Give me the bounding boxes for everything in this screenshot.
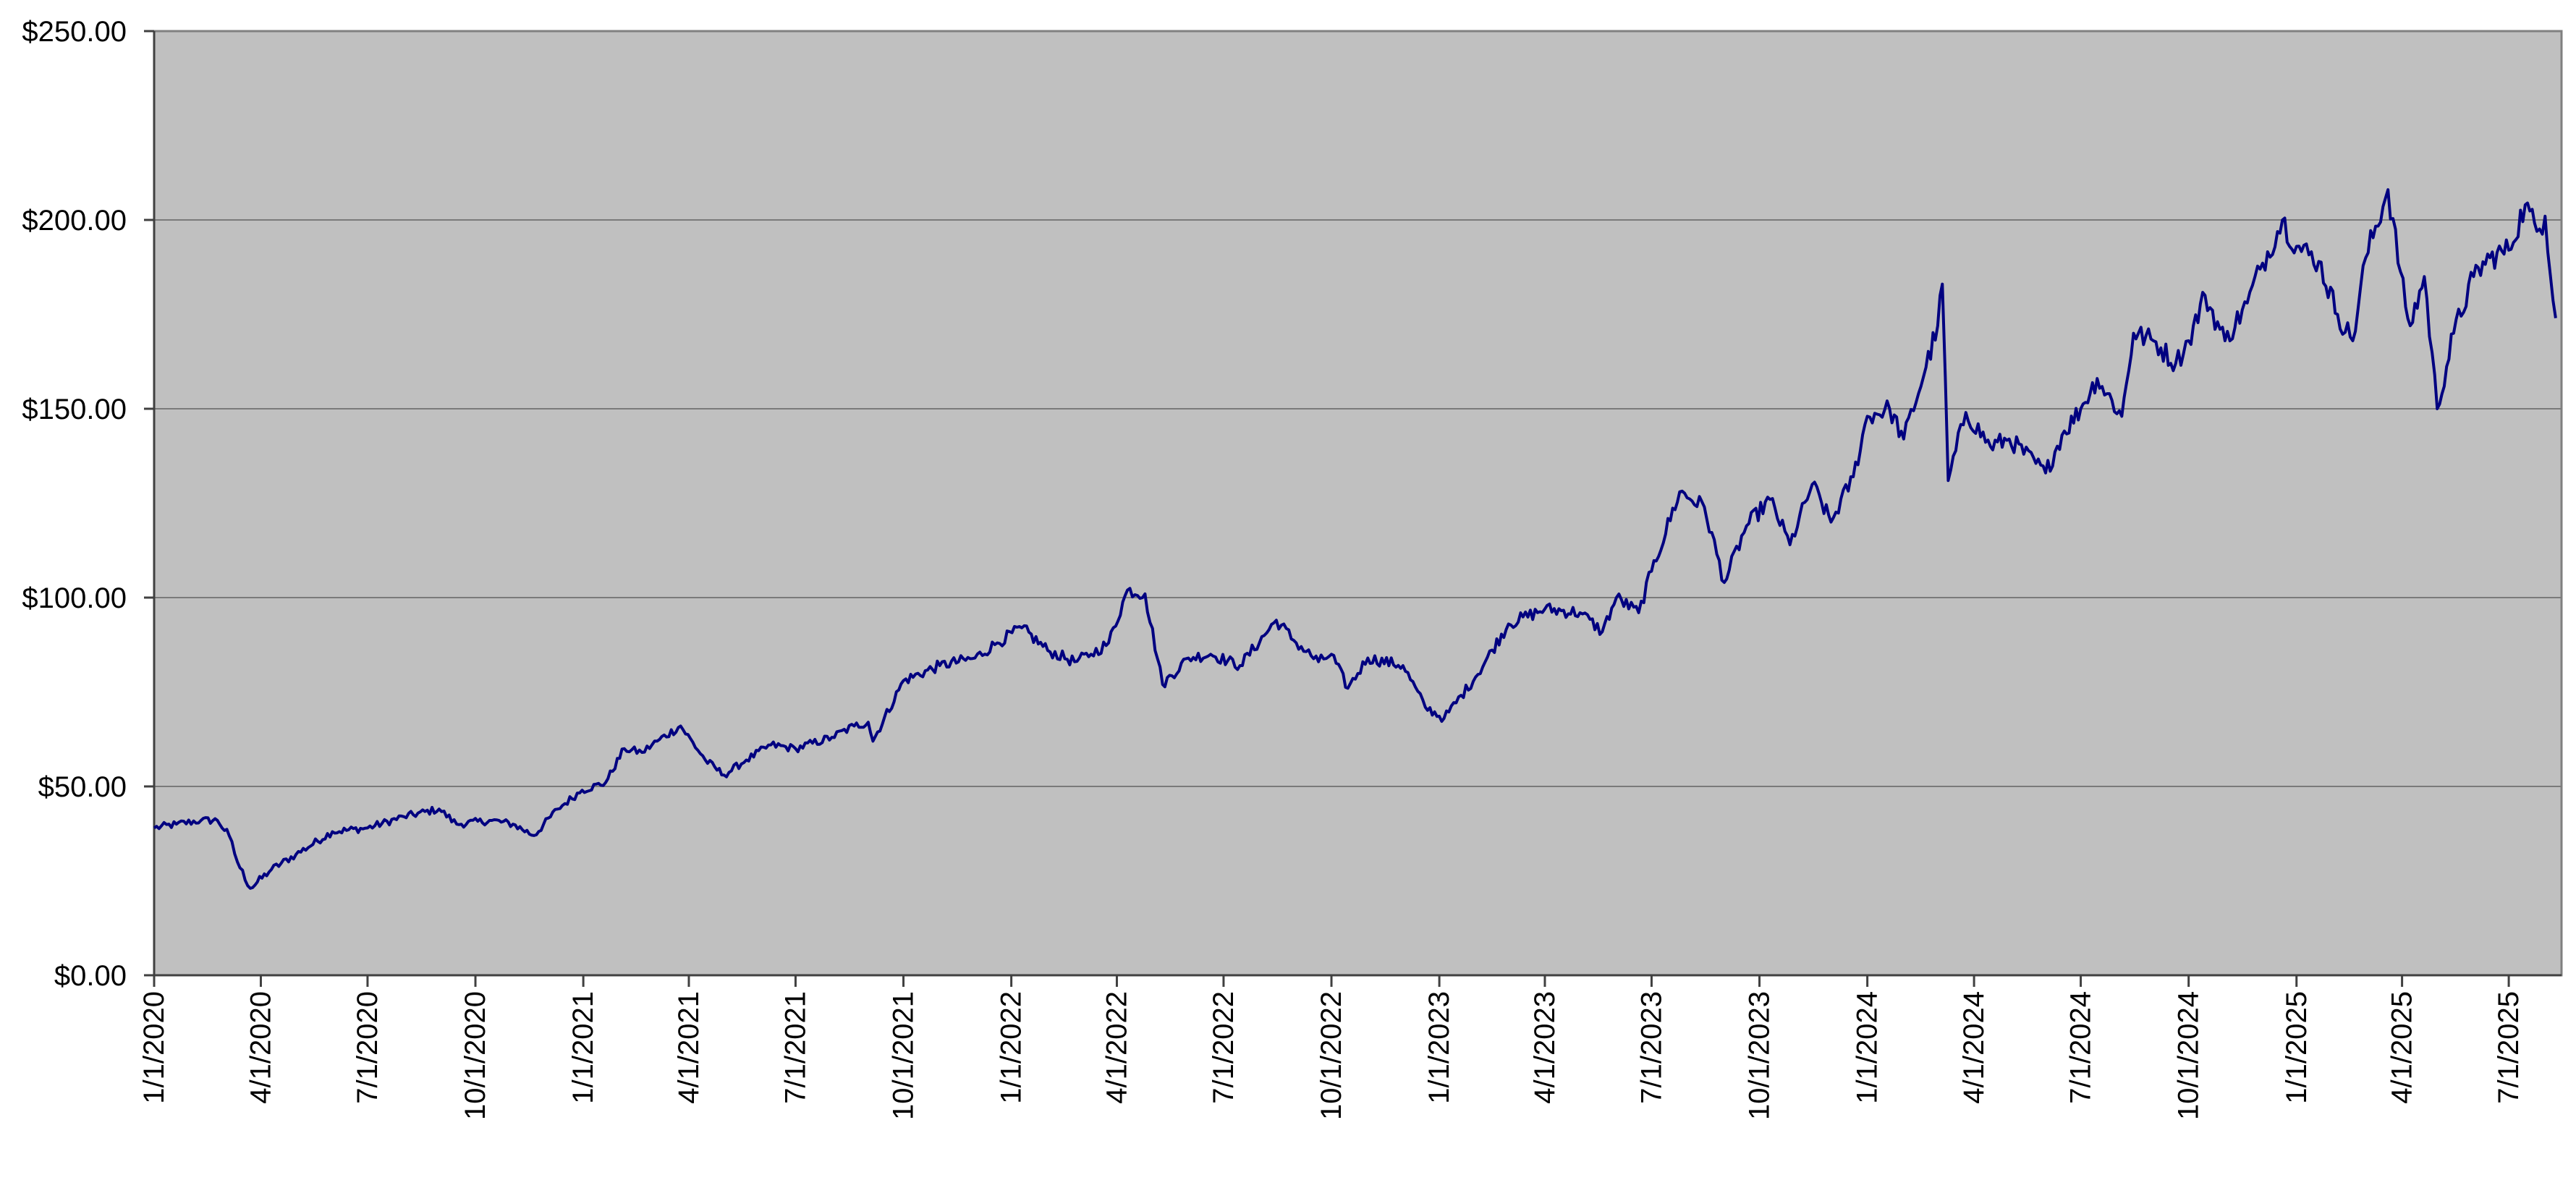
x-tick-label: 7/1/2020 bbox=[352, 991, 384, 1104]
x-tick-label: 4/1/2021 bbox=[673, 991, 705, 1104]
x-tick-label: 4/1/2025 bbox=[2386, 991, 2418, 1104]
series-layer bbox=[153, 188, 2557, 890]
plot-area bbox=[153, 30, 2563, 977]
x-tick-label: 10/1/2021 bbox=[888, 991, 920, 1120]
y-tick-label: $100.00 bbox=[22, 582, 127, 614]
x-tick-label: 4/1/2022 bbox=[1101, 991, 1132, 1104]
x-tick-label: 7/1/2023 bbox=[1635, 991, 1667, 1104]
y-axis-tick-labels: $0.00 $50.00 $100.00 $150.00 $200.00 $250.00 bbox=[22, 16, 154, 992]
y-tick-label: $50.00 bbox=[38, 771, 127, 803]
x-tick-label: 7/1/2022 bbox=[1208, 991, 1240, 1104]
y-tick-label: $250.00 bbox=[22, 16, 127, 48]
x-tick-label: 4/1/2023 bbox=[1529, 991, 1561, 1104]
x-tick-label: 7/1/2021 bbox=[779, 991, 811, 1104]
x-axis-tick-labels: 1/1/2020 4/1/2020 7/1/2020 10/1/2020 1/1/202… bbox=[138, 975, 2525, 1120]
x-tick-label: 1/1/2024 bbox=[1852, 991, 1884, 1104]
x-tick-label: 10/1/2022 bbox=[1315, 991, 1347, 1120]
x-tick-label: 10/1/2020 bbox=[459, 991, 491, 1120]
series-line bbox=[153, 188, 2557, 890]
x-tick-label: 1/1/2021 bbox=[567, 991, 599, 1104]
x-tick-label: 1/1/2025 bbox=[2281, 991, 2313, 1104]
x-tick-label: 7/1/2024 bbox=[2065, 991, 2097, 1104]
x-tick-label: 4/1/2020 bbox=[245, 991, 276, 1104]
x-tick-label: 4/1/2024 bbox=[1958, 991, 1990, 1104]
x-tick-label: 7/1/2025 bbox=[2493, 991, 2525, 1104]
x-tick-label: 1/1/2022 bbox=[996, 991, 1028, 1104]
y-tick-label: $150.00 bbox=[22, 394, 127, 425]
y-tick-label: $0.00 bbox=[54, 960, 127, 992]
gridlines bbox=[154, 219, 2562, 787]
x-tick-label: 10/1/2024 bbox=[2173, 991, 2205, 1120]
x-tick-label: 1/1/2020 bbox=[138, 991, 170, 1104]
x-tick-label: 10/1/2023 bbox=[1744, 991, 1776, 1120]
y-tick-label: $200.00 bbox=[22, 205, 127, 237]
x-tick-label: 1/1/2023 bbox=[1423, 991, 1455, 1104]
